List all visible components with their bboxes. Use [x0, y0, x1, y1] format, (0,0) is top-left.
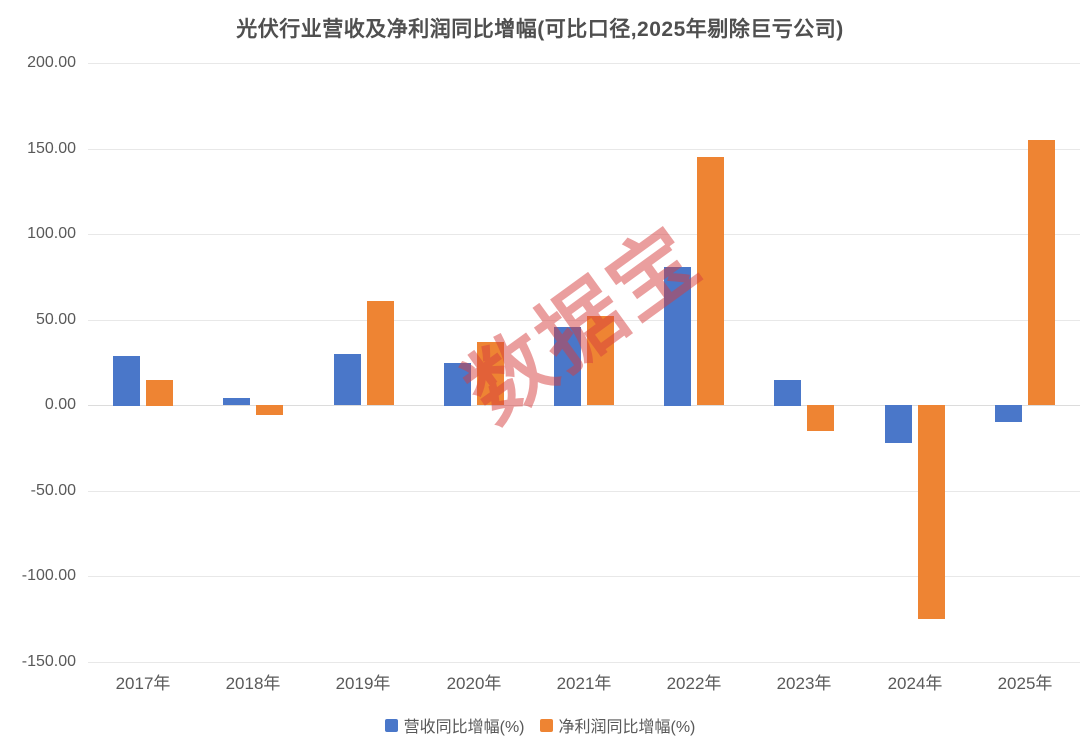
bar-revenue-2024	[885, 405, 912, 443]
x-axis-tick-label: 2022年	[666, 674, 722, 693]
x-axis-tick-label: 2023年	[776, 674, 832, 693]
legend-swatch-icon	[384, 718, 398, 732]
y-axis-tick-label: -50.00	[30, 482, 76, 499]
legend-item-revenue: 营收同比增幅(%)	[384, 713, 525, 737]
bar-profit-2019	[367, 301, 394, 405]
bar-revenue-2018	[223, 398, 250, 405]
bar-profit-2023	[807, 405, 834, 431]
gridline	[88, 491, 1080, 492]
bar-revenue-2021	[554, 327, 581, 406]
y-axis-tick-label: 100.00	[27, 225, 76, 242]
y-axis-tick-label: -150.00	[21, 653, 76, 670]
gridline	[88, 149, 1080, 150]
y-axis-tick-label: 50.00	[35, 311, 76, 328]
bar-revenue-2017	[113, 356, 140, 406]
bar-profit-2022	[697, 157, 724, 405]
bar-revenue-2025	[995, 405, 1022, 422]
bar-revenue-2023	[774, 380, 801, 406]
bar-profit-2025	[1028, 140, 1055, 405]
gridline	[88, 234, 1080, 235]
x-axis-tick-label: 2020年	[446, 674, 502, 693]
bar-revenue-2020	[444, 363, 471, 406]
legend-item-profit: 净利润同比增幅(%)	[539, 713, 696, 737]
x-axis-tick-label: 2025年	[997, 674, 1053, 693]
bar-profit-2024	[918, 405, 945, 619]
x-axis-tick-label: 2018年	[225, 674, 281, 693]
zero-gridline	[88, 405, 1080, 406]
bar-profit-2021	[587, 316, 614, 405]
x-axis-tick-label: 2024年	[887, 674, 943, 693]
x-axis-tick-label: 2021年	[556, 674, 612, 693]
gridline	[88, 662, 1080, 663]
x-axis-tick-label: 2019年	[335, 674, 391, 693]
y-axis-tick-label: 150.00	[27, 140, 76, 157]
x-axis-tick-label: 2017年	[115, 674, 171, 693]
legend-label: 净利润同比增幅(%)	[558, 719, 696, 736]
legend-label: 营收同比增幅(%)	[403, 719, 525, 736]
gridline	[88, 63, 1080, 64]
bar-profit-2020	[477, 342, 504, 405]
y-axis-tick-label: 0.00	[44, 396, 76, 413]
bar-revenue-2019	[334, 354, 361, 405]
legend: 营收同比增幅(%) 净利润同比增幅(%)	[0, 712, 1080, 738]
y-axis-tick-label: -100.00	[21, 567, 76, 584]
legend-swatch-icon	[539, 718, 553, 732]
gridline	[88, 320, 1080, 321]
bar-profit-2017	[146, 380, 173, 406]
bar-profit-2018	[256, 405, 283, 415]
bar-revenue-2022	[664, 267, 691, 406]
y-axis-tick-label: 200.00	[27, 54, 76, 71]
chart-title: 光伏行业营收及净利润同比增幅(可比口径,2025年剔除巨亏公司)	[236, 18, 844, 41]
gridline	[88, 576, 1080, 577]
